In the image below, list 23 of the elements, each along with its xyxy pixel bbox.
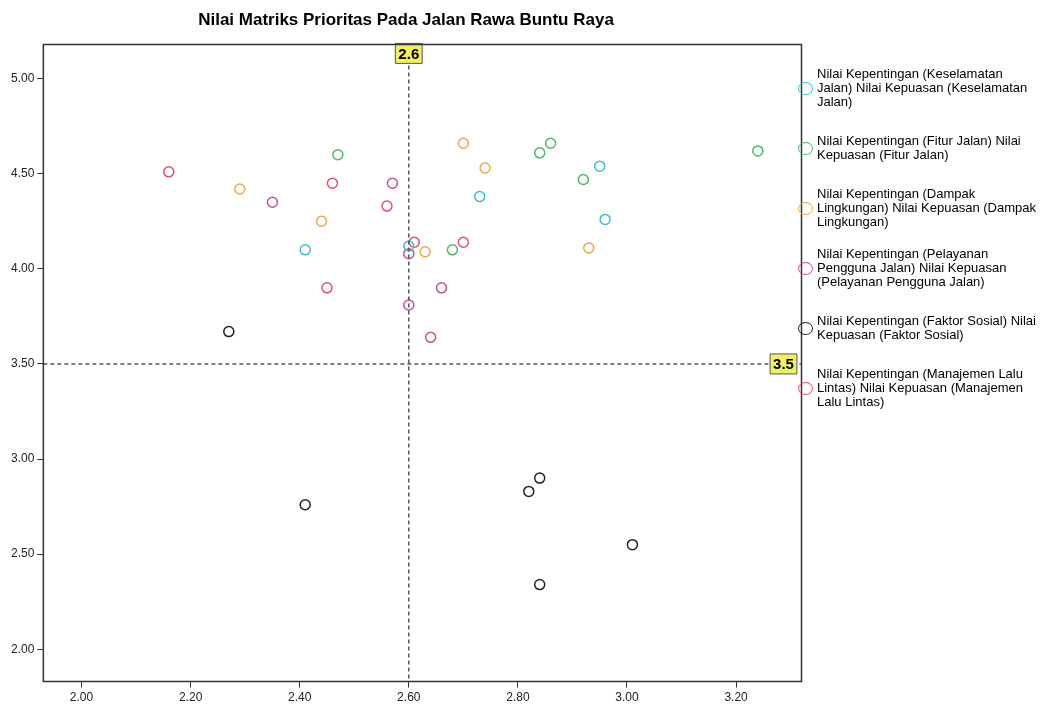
- x-tick-label: 3.00: [615, 690, 639, 705]
- x-tick-label: 3.20: [724, 690, 749, 705]
- legend-label: Nilai Kepentingan (Keselamatan Jalan) Nilai Kepuasan (Keselamatan Jalan): [817, 66, 1029, 109]
- ref-line-label: 2.6: [398, 44, 420, 62]
- x-tick-label: 2.40: [288, 690, 312, 705]
- y-tick-label: 5.00: [11, 70, 35, 85]
- y-tick-label: 3.00: [11, 451, 35, 466]
- x-tick-label: 2.20: [178, 690, 203, 705]
- y-tick-label: 4.00: [11, 261, 35, 276]
- legend-label: Nilai Kepentingan (Faktor Sosial) Nilai Kepuasan (Faktor Sosial): [817, 313, 1037, 342]
- y-tick-label: 4.50: [11, 166, 35, 181]
- legend-label: Nilai Kepentingan (Fitur Jalan) Nilai Kepuasan (Fitur Jalan): [817, 133, 1022, 162]
- x-tick-label: 2.60: [397, 690, 421, 705]
- legend-label: Nilai Kepentingan (Pelayanan Pengguna Jalan) Nilai Kepuasan (Pelayanan Pengguna Jalan): [817, 246, 1008, 289]
- x-tick-label: 2.00: [69, 690, 94, 705]
- ref-line-label: 3.5: [773, 355, 794, 373]
- legend-label: Nilai Kepentingan (Manajemen Lalu Lintas) Nilai Kepuasan (Manajemen Lalu Lintas): [817, 366, 1024, 409]
- y-tick-label: 3.50: [11, 356, 35, 371]
- y-tick-label: 2.00: [11, 641, 35, 656]
- chart-title: Nilai Matriks Prioritas Pada Jalan Rawa Buntu Raya: [198, 9, 615, 29]
- legend-label: Nilai Kepentingan (Dampak Lingkungan) Nilai Kepuasan (Dampak Lingkungan): [817, 186, 1037, 229]
- y-tick-label: 2.50: [11, 546, 35, 561]
- x-tick-label: 2.80: [506, 690, 530, 705]
